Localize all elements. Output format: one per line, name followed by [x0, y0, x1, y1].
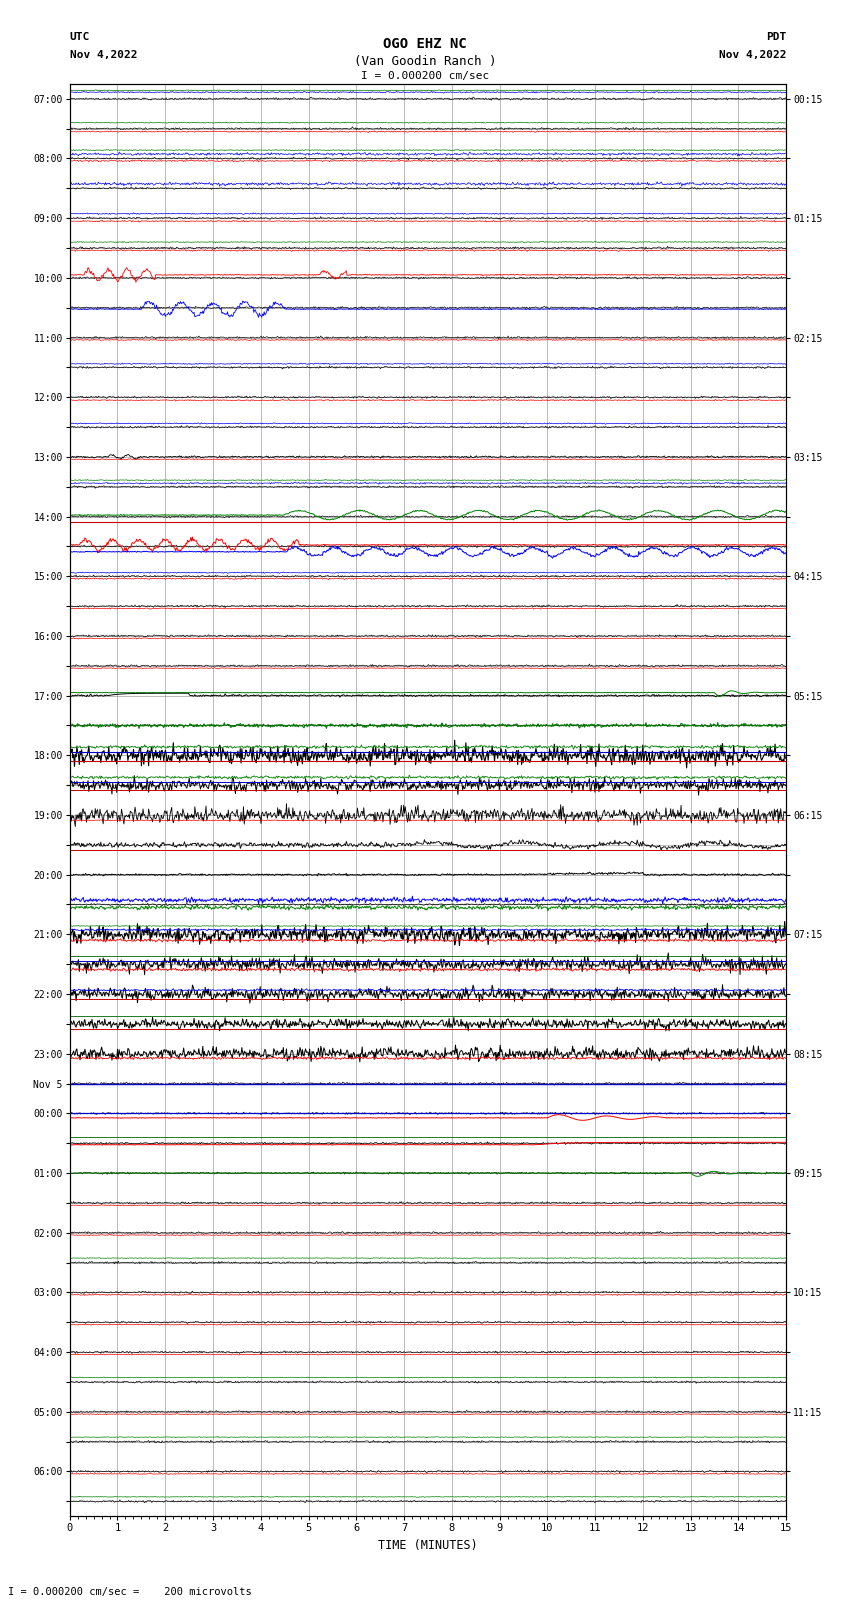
Text: I = 0.000200 cm/sec =    200 microvolts: I = 0.000200 cm/sec = 200 microvolts: [8, 1587, 252, 1597]
Text: PDT: PDT: [766, 32, 786, 42]
Text: OGO EHZ NC: OGO EHZ NC: [383, 37, 467, 52]
Text: I = 0.000200 cm/sec: I = 0.000200 cm/sec: [361, 71, 489, 81]
X-axis label: TIME (MINUTES): TIME (MINUTES): [378, 1539, 478, 1552]
Text: (Van Goodin Ranch ): (Van Goodin Ranch ): [354, 55, 496, 68]
Text: Nov 4,2022: Nov 4,2022: [719, 50, 786, 60]
Text: UTC: UTC: [70, 32, 90, 42]
Text: Nov 4,2022: Nov 4,2022: [70, 50, 137, 60]
